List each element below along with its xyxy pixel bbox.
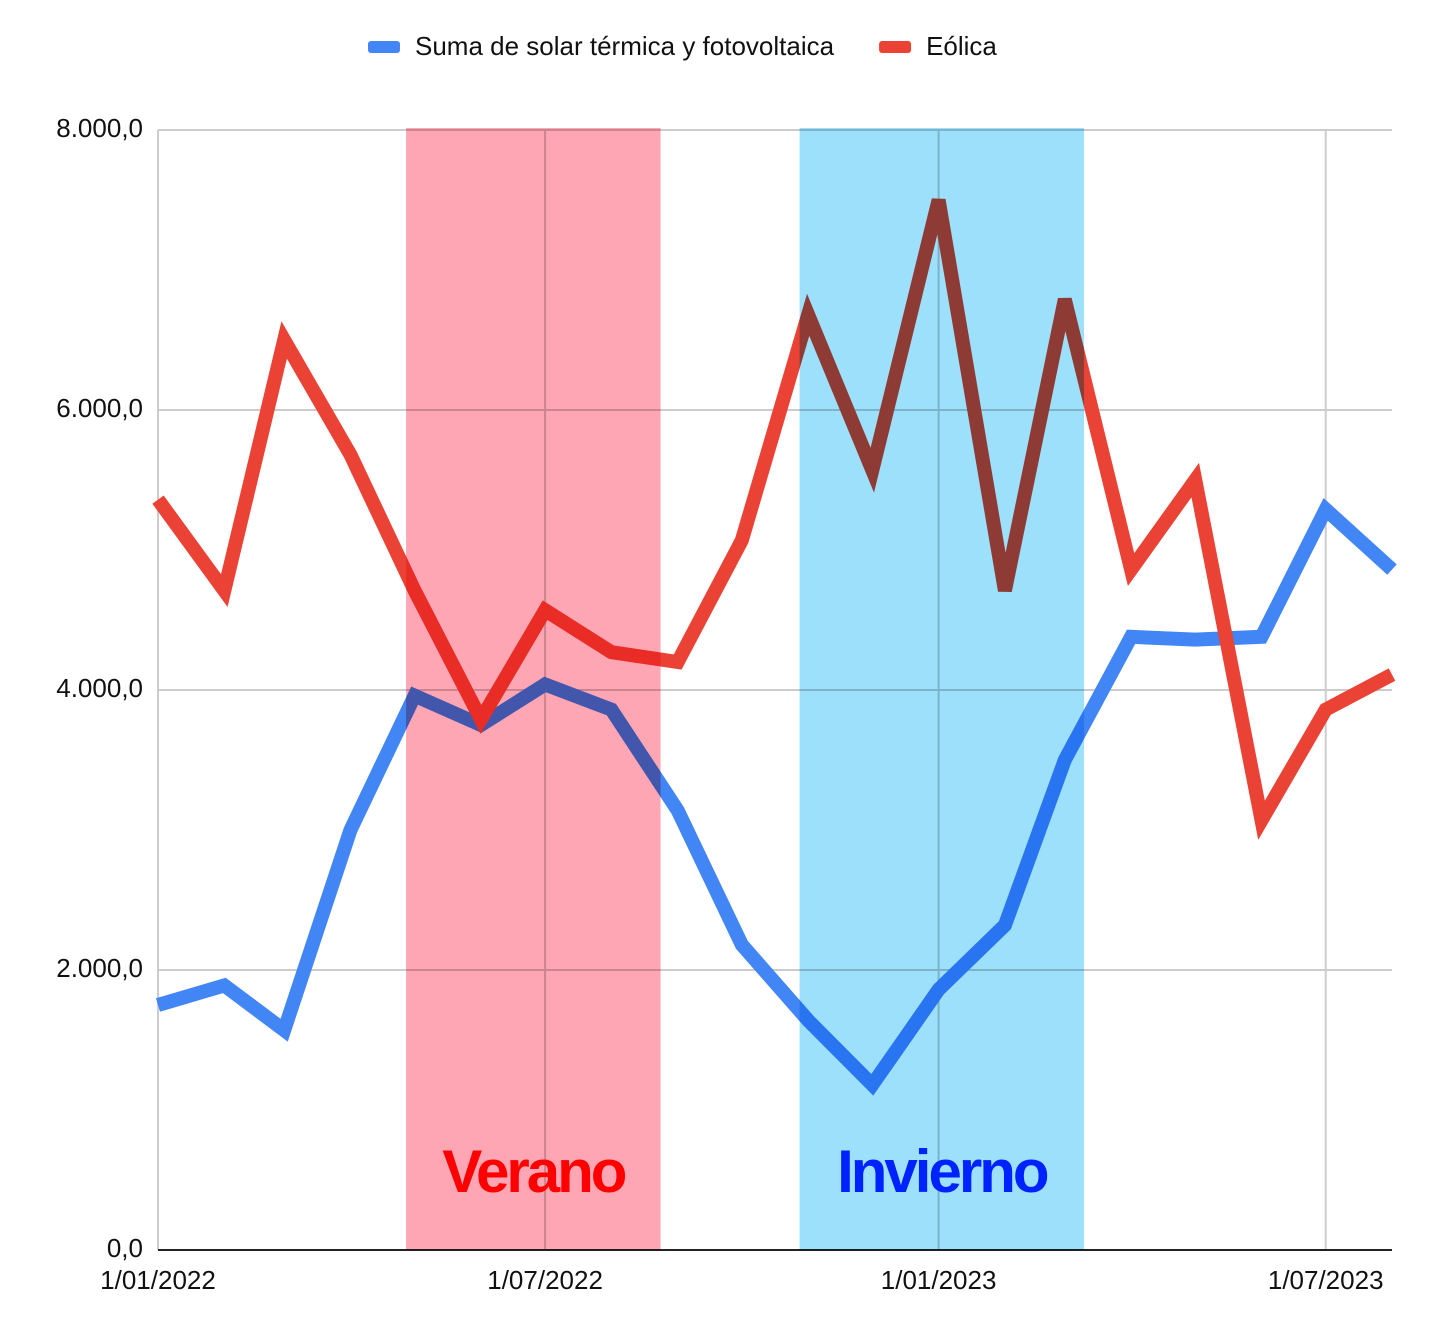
x-tick-label: 1/07/2022 bbox=[487, 1265, 603, 1295]
legend-swatch bbox=[879, 41, 912, 53]
bands bbox=[406, 128, 1085, 1250]
series-line bbox=[152, 198, 1396, 840]
legend-label: Suma de solar térmica y fotovoltaica bbox=[415, 31, 835, 61]
x-tick-label: 1/07/2023 bbox=[1268, 1265, 1384, 1295]
y-tick-label: 6.000,0 bbox=[56, 393, 143, 423]
series-line bbox=[156, 498, 1397, 1096]
y-tick-label: 8.000,0 bbox=[56, 113, 143, 143]
y-tick-label: 2.000,0 bbox=[56, 953, 143, 983]
legend-label: Eólica bbox=[926, 31, 997, 61]
season-band bbox=[406, 128, 661, 1250]
x-tick-label: 1/01/2023 bbox=[881, 1265, 997, 1295]
band-label: Verano bbox=[442, 1138, 625, 1205]
x-tick-label: 1/01/2022 bbox=[100, 1265, 216, 1295]
legend-swatch bbox=[368, 41, 400, 53]
labels: 0,0 2.000,0 4.000,0 6.000,0 8.000,0 1/01/2022… bbox=[56, 31, 1383, 1295]
band-label: Invierno bbox=[837, 1138, 1048, 1205]
season-band bbox=[799, 128, 1085, 1250]
lines bbox=[152, 198, 1397, 1096]
y-tick-label: 4.000,0 bbox=[56, 673, 143, 703]
grid bbox=[157, 129, 1392, 1251]
y-tick-label: 0,0 bbox=[107, 1233, 143, 1263]
